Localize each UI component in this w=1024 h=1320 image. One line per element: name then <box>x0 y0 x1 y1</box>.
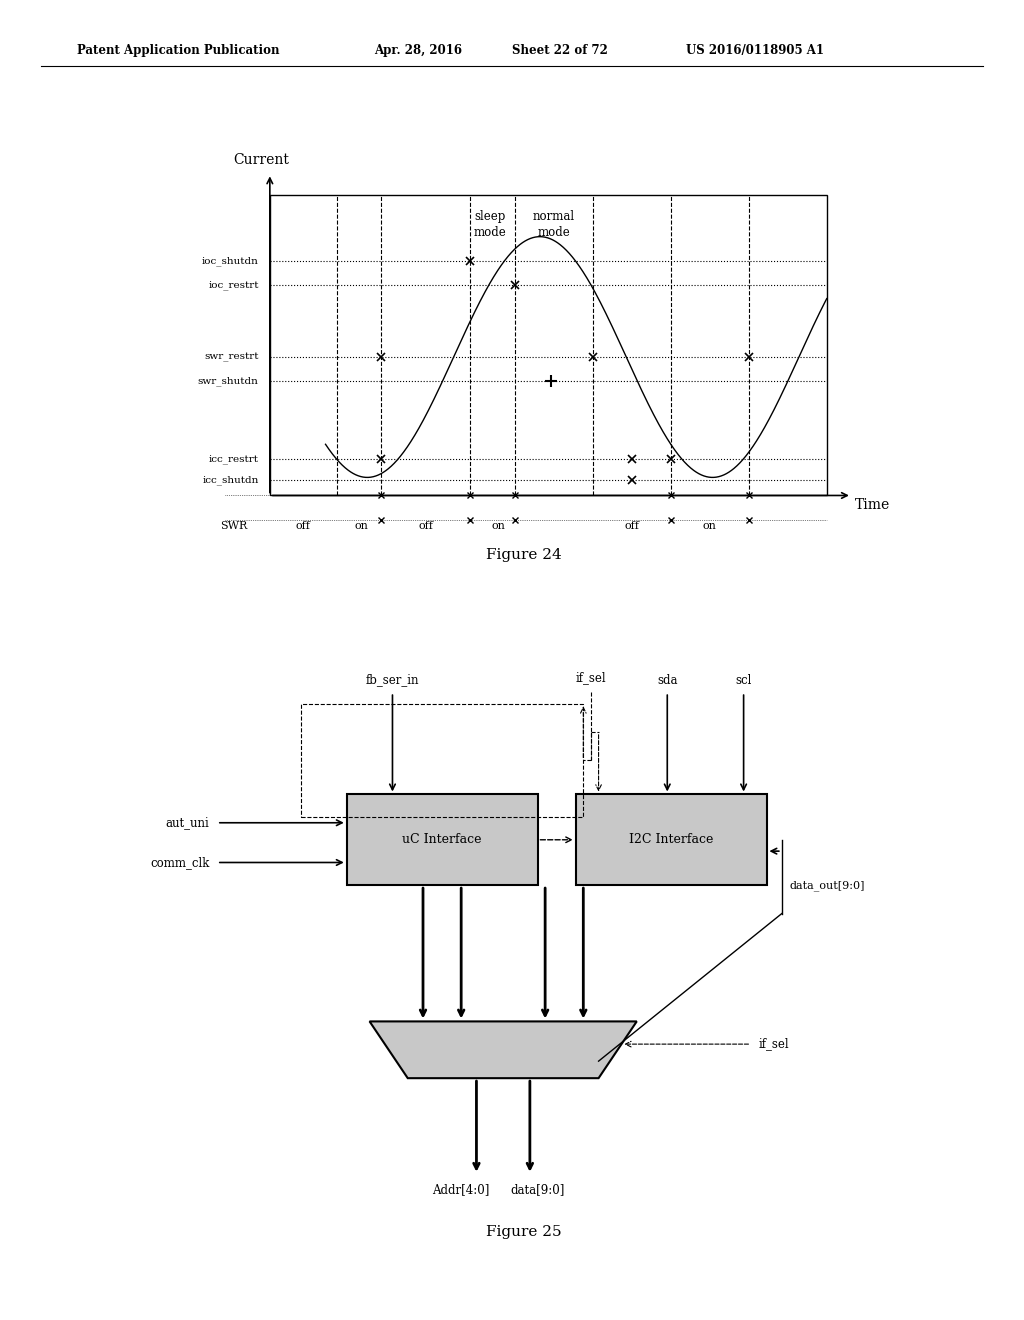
Text: ioc_shutdn: ioc_shutdn <box>202 256 259 265</box>
Text: Apr. 28, 2016: Apr. 28, 2016 <box>374 44 462 57</box>
Text: Figure 24: Figure 24 <box>486 548 562 562</box>
Text: if_sel: if_sel <box>759 1038 790 1051</box>
Text: on: on <box>702 521 717 531</box>
Text: Figure 25: Figure 25 <box>486 1225 562 1239</box>
Bar <box>301 704 584 817</box>
Text: scl: scl <box>735 673 752 686</box>
Text: data[9:0]: data[9:0] <box>510 1183 564 1196</box>
Text: off: off <box>419 521 433 531</box>
Text: sda: sda <box>657 673 678 686</box>
Text: fb_ser_in: fb_ser_in <box>366 673 419 686</box>
Text: icc_restrt: icc_restrt <box>209 454 259 465</box>
Text: data_out[9:0]: data_out[9:0] <box>790 880 865 891</box>
Text: aut_uni: aut_uni <box>166 816 209 829</box>
Bar <box>270 194 826 495</box>
Text: on: on <box>354 521 369 531</box>
Text: SWR: SWR <box>220 521 247 531</box>
Polygon shape <box>370 1022 637 1078</box>
Text: I2C Interface: I2C Interface <box>629 833 714 846</box>
Text: ioc_restrt: ioc_restrt <box>208 280 259 289</box>
Text: Addr[4:0]: Addr[4:0] <box>432 1183 489 1196</box>
Text: icc_shutdn: icc_shutdn <box>203 475 259 486</box>
Text: US 2016/0118905 A1: US 2016/0118905 A1 <box>686 44 824 57</box>
Text: normal
mode: normal mode <box>532 210 574 239</box>
Text: Patent Application Publication: Patent Application Publication <box>77 44 280 57</box>
Text: swr_shutdn: swr_shutdn <box>198 376 259 385</box>
Text: Time: Time <box>855 499 890 512</box>
FancyBboxPatch shape <box>347 795 538 886</box>
Text: on: on <box>492 521 505 531</box>
FancyBboxPatch shape <box>575 795 767 886</box>
Text: Current: Current <box>233 153 290 168</box>
Text: off: off <box>625 521 639 531</box>
Text: off: off <box>296 521 310 531</box>
Text: Sheet 22 of 72: Sheet 22 of 72 <box>512 44 608 57</box>
Text: if_sel: if_sel <box>575 671 606 684</box>
Text: sleep
mode: sleep mode <box>473 210 506 239</box>
Text: swr_restrt: swr_restrt <box>204 352 259 362</box>
Text: uC Interface: uC Interface <box>402 833 482 846</box>
Text: comm_clk: comm_clk <box>150 855 209 869</box>
